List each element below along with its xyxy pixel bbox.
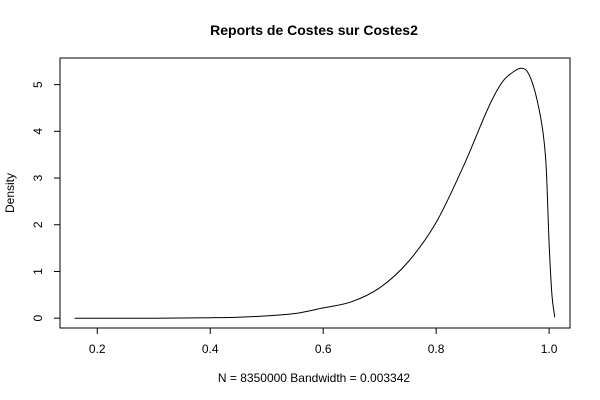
x-axis: 0.2 0.4 0.6 0.8 1.0	[89, 328, 558, 356]
y-tick-label: 5	[31, 81, 45, 88]
chart-title: Reports de Costes sur Costes2	[210, 22, 418, 38]
density-curve	[74, 67, 556, 319]
y-tick-label: 2	[31, 221, 45, 228]
x-tick-label: 0.2	[89, 342, 106, 356]
x-axis-label: N = 8350000 Bandwidth = 0.003342	[218, 371, 410, 385]
y-tick-label: 3	[31, 174, 45, 181]
plot-frame	[59, 57, 571, 329]
x-tick-label: 0.4	[202, 342, 219, 356]
x-tick-label: 0.6	[315, 342, 332, 356]
y-axis-label: Density	[3, 173, 17, 213]
y-tick-label: 4	[31, 128, 45, 135]
x-tick-label: 1.0	[541, 342, 558, 356]
y-axis: 0 1 2 3 4 5	[31, 81, 60, 322]
x-tick-label: 0.8	[428, 342, 445, 356]
y-tick-label: 0	[31, 315, 45, 322]
y-tick-label: 1	[31, 268, 45, 275]
